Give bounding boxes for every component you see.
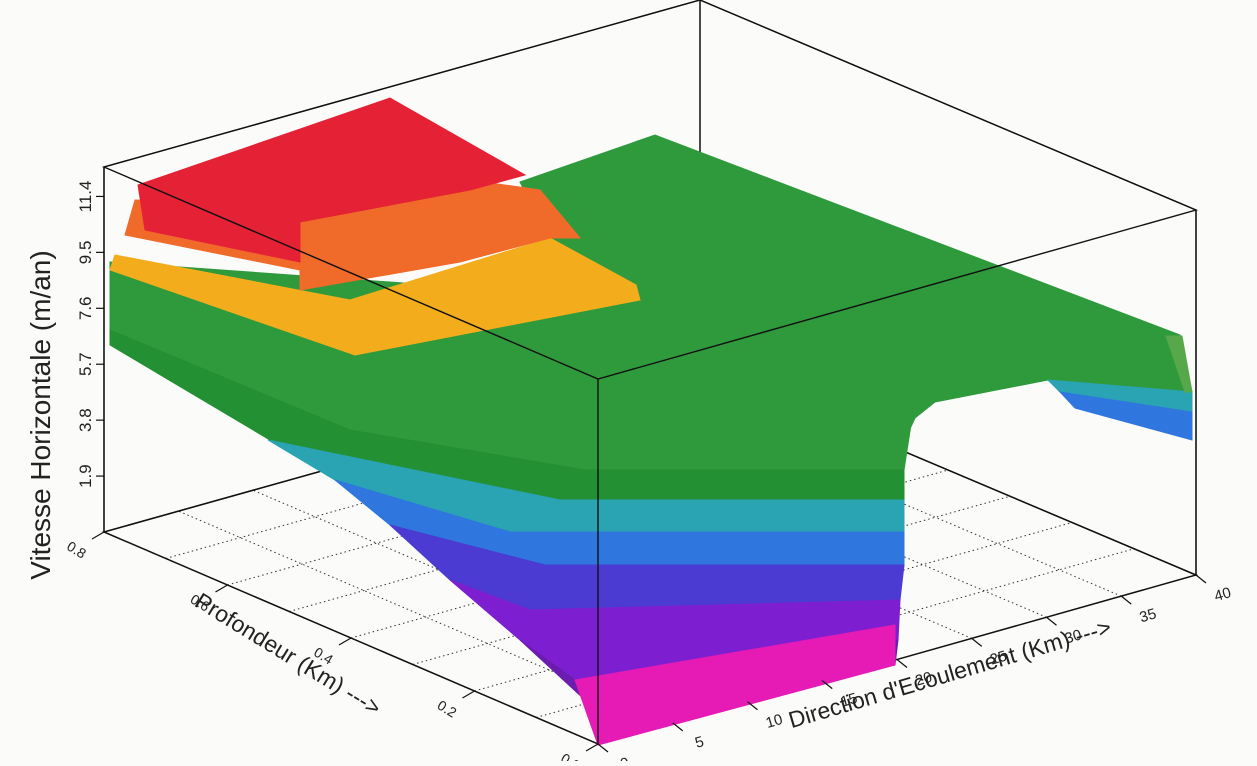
x-tick-mark: [821, 680, 833, 690]
x-tick-mark: [672, 722, 684, 732]
x-tick-label: 0: [618, 754, 631, 761]
y-tick-mark: [91, 531, 105, 540]
x-tick-mark: [896, 659, 908, 668]
right-blue-band: [1058, 391, 1193, 441]
x-tick-mark: [971, 637, 983, 647]
x-tick-mark: [1195, 574, 1207, 584]
x-tick-label: 35: [1138, 605, 1159, 626]
x-tick-label: 10: [764, 711, 785, 732]
z-tick-label: 3.8: [76, 408, 95, 432]
z-tick-label: 11.4: [76, 181, 95, 213]
y-tick-label: 0.2: [435, 697, 460, 721]
front-box-edges: [101, 0, 1199, 744]
z-tick-label: 7.6: [76, 296, 95, 320]
x-tick-label: 40: [1212, 584, 1233, 605]
z-axis-label: Vitesse Horizontale (m/an): [25, 250, 56, 579]
y-tick-mark: [338, 637, 352, 646]
y-tick-mark: [215, 584, 228, 593]
magenta-band: [574, 624, 896, 746]
velocity-surface: [109, 97, 1193, 746]
y-tick-mark: [585, 743, 599, 752]
x-tick-label: 30: [1063, 626, 1084, 647]
y-axis-label: Profondeur (Km) --->: [191, 587, 386, 720]
x-tick-label: 20: [913, 669, 934, 690]
z-tick-label: 1.9: [76, 464, 95, 488]
y-tick-mark: [462, 690, 475, 699]
x-tick-label: 15: [839, 690, 860, 711]
x-tick-mark: [747, 701, 758, 711]
x-tick-mark: [1046, 616, 1057, 626]
orange-yellow-band: [109, 237, 641, 356]
z-axis-ticks: 1.9 3.8 5.7 7.6 9.5 11.4: [76, 181, 104, 488]
red-peak-band: [137, 97, 527, 263]
x-tick-mark: [597, 743, 609, 753]
x-tick-label: 5: [693, 733, 706, 752]
z-tick-label: 5.7: [76, 352, 95, 376]
x-tick-mark: [1120, 595, 1132, 605]
y-tick-label: 0.8: [64, 538, 89, 562]
y-tick-label: 0.0: [558, 750, 583, 761]
z-tick-label: 9.5: [76, 241, 95, 265]
x-tick-label: 25: [988, 648, 1009, 669]
right-edge-highlight: [1165, 335, 1193, 393]
